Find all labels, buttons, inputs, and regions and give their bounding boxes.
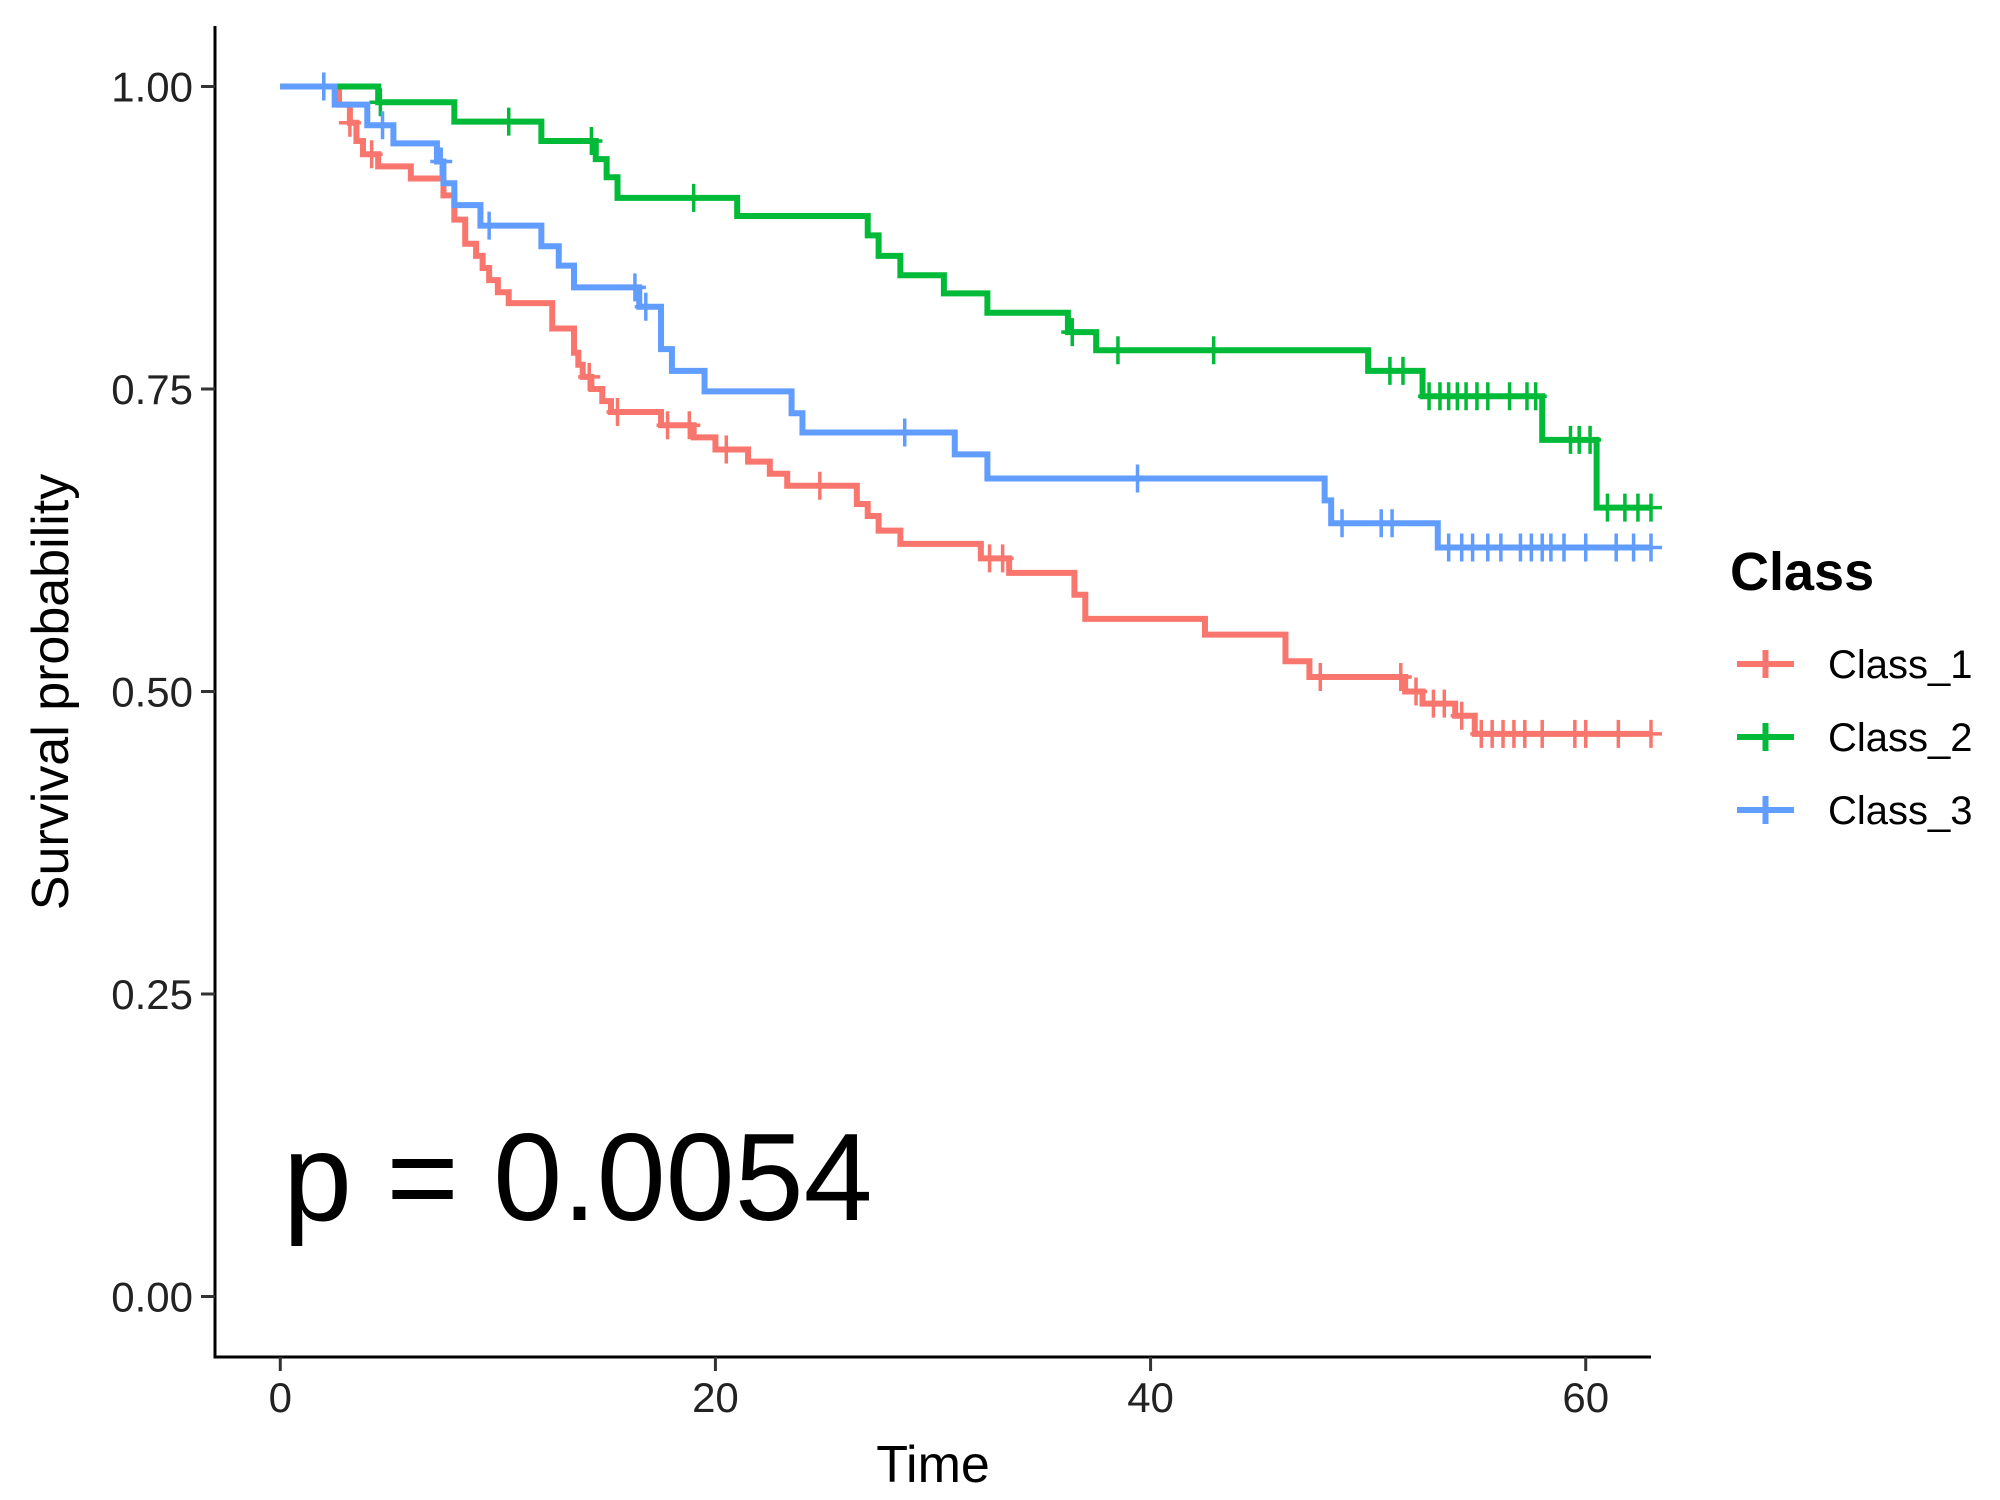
censor-mark — [808, 471, 831, 500]
y-axis-title: Survival probability — [22, 474, 80, 910]
x-tick-label: 60 — [1562, 1374, 1609, 1421]
x-tick-label: 40 — [1127, 1374, 1174, 1421]
censor-mark — [606, 397, 629, 426]
censor-mark — [893, 418, 916, 447]
censor-mark — [1450, 701, 1473, 730]
censor-mark — [1574, 719, 1597, 748]
censor-mark — [497, 107, 520, 136]
censor-mark — [991, 544, 1014, 573]
censor-mark — [1524, 382, 1547, 411]
censor-mark — [1640, 533, 1662, 562]
censor-mark — [1202, 336, 1225, 365]
x-tick-label: 0 — [269, 1374, 292, 1421]
series-group — [280, 72, 1662, 562]
censor-mark — [1574, 533, 1597, 562]
y-tick-label: 0.75 — [111, 366, 193, 413]
censor-mark — [715, 435, 738, 464]
legend-label: Class_3 — [1828, 789, 1973, 833]
survival-curve — [280, 83, 1651, 551]
censor-mark — [1381, 509, 1404, 538]
censor-mark — [369, 88, 392, 117]
legend-label: Class_1 — [1828, 643, 1973, 687]
censor-mark — [1489, 533, 1512, 562]
series-group — [280, 83, 1662, 748]
censor-mark — [1607, 719, 1630, 748]
legend-title: Class — [1730, 542, 1874, 602]
y-tick-label: 0.00 — [111, 1274, 193, 1321]
censor-mark — [312, 72, 335, 101]
censor-mark — [1106, 336, 1129, 365]
y-tick-label: 0.25 — [111, 971, 193, 1018]
censor-mark — [1061, 318, 1084, 347]
legend-key — [1737, 796, 1794, 824]
censor-mark — [578, 362, 601, 391]
censor-mark — [580, 126, 603, 155]
censor-mark — [634, 292, 657, 321]
legend-key — [1737, 723, 1794, 751]
censor-mark — [338, 108, 361, 137]
censor-mark — [678, 411, 701, 440]
survival-curve — [280, 83, 1651, 737]
censor-mark — [1433, 689, 1456, 718]
censor-mark — [1391, 356, 1414, 385]
censor-mark — [360, 140, 383, 169]
y-tick-label: 0.50 — [111, 669, 193, 716]
legend-label: Class_2 — [1828, 716, 1973, 760]
censor-mark — [682, 183, 705, 212]
censor-mark — [1476, 382, 1499, 411]
censor-mark — [430, 147, 453, 176]
censor-mark — [623, 273, 646, 302]
censor-mark — [656, 411, 679, 440]
x-axis-title: Time — [876, 1436, 990, 1494]
p-value: p = 0.0054 — [283, 1109, 873, 1247]
censor-mark — [1331, 509, 1354, 538]
censor-mark — [1640, 493, 1662, 522]
censor-mark — [1531, 719, 1554, 748]
censor-mark — [1579, 425, 1602, 454]
censor-mark — [371, 111, 394, 140]
legend-key — [1737, 650, 1794, 678]
censor-mark — [1389, 662, 1412, 691]
y-tick-label: 1.00 — [111, 64, 193, 111]
x-tick-label: 20 — [692, 1374, 739, 1421]
survival-curve — [280, 83, 1651, 511]
censor-mark — [1552, 533, 1575, 562]
censor-mark — [478, 211, 501, 240]
censor-mark — [1126, 464, 1149, 493]
censor-mark — [1640, 719, 1662, 748]
censor-mark — [1309, 662, 1332, 691]
censor-mark — [1405, 677, 1428, 706]
